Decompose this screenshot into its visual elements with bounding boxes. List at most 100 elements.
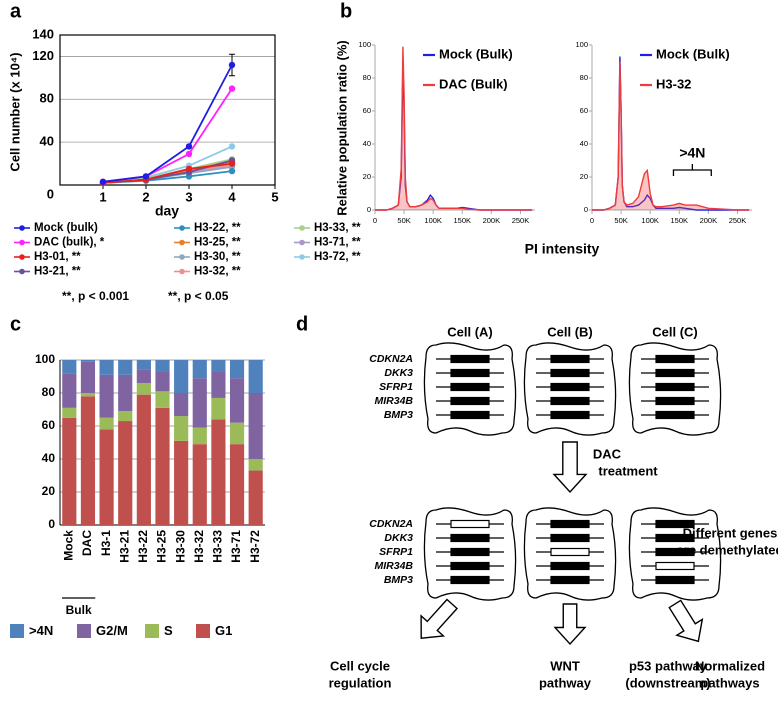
legend-label: H3-01, **: [34, 251, 81, 263]
legend-marker: [299, 225, 305, 231]
methylated-gene: [450, 533, 490, 543]
bar-segment: [136, 383, 151, 395]
pathway-label: WNT: [550, 658, 580, 673]
legend-label: Mock (bulk): [34, 222, 98, 234]
panel-label: c: [10, 313, 21, 335]
y-tick-label: 120: [32, 48, 54, 63]
methylated-gene: [655, 519, 695, 529]
bar-segment: [99, 360, 114, 375]
x-tick-label: Mock: [61, 530, 75, 561]
cell-label: Cell (B): [547, 324, 593, 339]
treatment-label: treatment: [598, 463, 658, 478]
gene-label: MIR34B: [374, 395, 413, 407]
legend-marker: [179, 225, 185, 231]
x-tick-label: 0: [373, 216, 377, 225]
line: [592, 61, 750, 211]
legend-swatch: [77, 624, 91, 638]
demethylated-gene: [450, 519, 490, 529]
methylated-gene: [550, 533, 590, 543]
legend-marker: [19, 239, 25, 246]
y-tick-label: 100: [35, 352, 55, 366]
methylated-gene: [550, 575, 590, 585]
x-tick-label: H3-25: [155, 530, 169, 563]
x-tick-label: 5: [271, 189, 278, 204]
legend-marker: [179, 268, 185, 275]
bar-segment: [174, 440, 189, 525]
pathway-label: p53 pathway: [629, 658, 708, 673]
legend-swatch: [196, 624, 210, 638]
bar-segment: [80, 361, 96, 393]
demethylated-gene: [655, 561, 695, 571]
x-tick-label: H3-30: [173, 530, 187, 563]
marker: [185, 165, 193, 173]
bar-segment: [118, 374, 133, 412]
y-tick-label: 20: [363, 172, 371, 181]
line: [375, 46, 533, 211]
marker: [228, 85, 236, 92]
methylated-gene: [550, 561, 590, 571]
bar-segment: [192, 427, 207, 445]
methylated-gene: [655, 382, 695, 392]
gene-label: BMP3: [384, 409, 413, 421]
cell-outline: [423, 342, 517, 436]
x-tick-label: H3-33: [211, 530, 225, 563]
marker: [228, 160, 236, 167]
y-tick-label: 80: [40, 91, 54, 106]
legend-label: H3-21, **: [34, 266, 81, 278]
methylated-gene: [550, 519, 590, 529]
legend-label: DAC (bulk), *: [34, 237, 105, 249]
marker: [185, 143, 193, 150]
y-tick-label: 40: [580, 139, 588, 148]
annotation: >4N: [679, 145, 705, 161]
legend-label: S: [164, 623, 173, 638]
footnote: **, p < 0.001: [62, 289, 129, 303]
bar-segment: [229, 360, 245, 379]
legend-label: H3-32, **: [194, 266, 241, 278]
cell-label: Cell (A): [447, 324, 493, 339]
pathway-label: Cell cycle: [330, 658, 390, 673]
panel-label: a: [10, 0, 22, 22]
x-tick-label: H3-21: [117, 530, 131, 563]
bar-segment: [155, 360, 170, 372]
gene-label: DKK3: [384, 367, 413, 379]
gene-label: SFRP1: [379, 381, 413, 393]
methylated-gene: [450, 354, 490, 364]
methylated-gene: [450, 547, 490, 557]
x-tick-label: H3-71: [229, 530, 243, 563]
bar-segment: [192, 360, 207, 379]
x-tick-label: H3-1: [99, 530, 113, 556]
cell-label: Cell (C): [652, 324, 698, 339]
legend-swatch: [145, 624, 159, 638]
pathways-title: Normalized: [695, 658, 765, 673]
marker: [228, 167, 236, 175]
legend-label: H3-72, **: [314, 251, 361, 263]
x-tick-label: 3: [185, 189, 192, 204]
treatment-label: DAC: [593, 446, 622, 461]
bar-segment: [174, 360, 189, 393]
legend-label: H3-32: [656, 76, 691, 91]
methylated-gene: [550, 382, 590, 392]
bar-segment: [99, 374, 114, 418]
x-tick-label: 100K: [424, 216, 442, 225]
gene-label: CDKN2A: [369, 353, 413, 365]
y-tick-label: 20: [42, 484, 56, 498]
bar-segment: [80, 393, 96, 397]
arrow: [420, 598, 459, 639]
footnote: **, p < 0.05: [168, 289, 229, 303]
plot-frame: [59, 34, 276, 186]
x-axis-label: PI intensity: [525, 241, 600, 257]
y-axis-label: Relative population ratio (%): [334, 40, 349, 216]
x-tick-label: 150K: [671, 216, 689, 225]
y-tick-label: 40: [40, 134, 54, 149]
pathway-label: (downstream): [625, 675, 710, 690]
cell-outline: [628, 507, 722, 601]
bar-segment: [229, 444, 245, 525]
note: Different genes: [683, 525, 778, 540]
pathway-label: regulation: [329, 675, 392, 690]
arrow: [552, 441, 588, 494]
legend-marker: [299, 239, 305, 246]
bar-segment: [248, 470, 263, 525]
bar-segment: [118, 360, 133, 375]
x-tick-label: H3-32: [192, 530, 206, 563]
